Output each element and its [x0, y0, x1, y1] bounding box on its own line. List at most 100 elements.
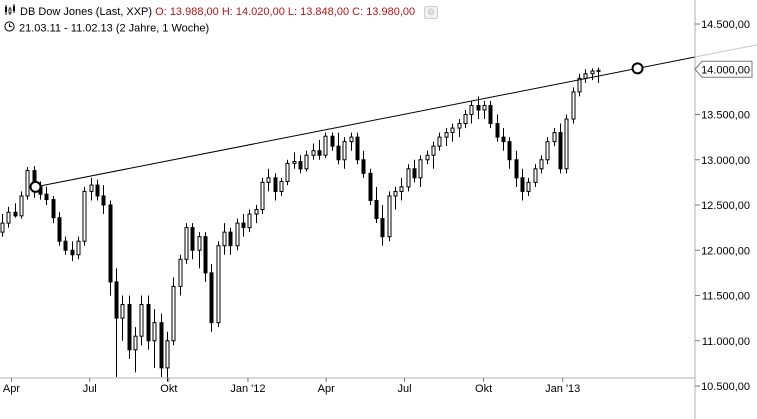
candle-up	[399, 186, 404, 192]
y-tick-label: 12.500,00	[701, 200, 750, 212]
candle-up	[590, 70, 595, 75]
chart-header: DB Dow Jones (Last, XXP) O: 13.988,00 H:…	[4, 4, 415, 20]
candle-down	[51, 199, 56, 219]
low-value: 13.848,00	[300, 5, 350, 18]
x-tick-label: Jan '13	[545, 383, 580, 395]
candle-up	[349, 136, 354, 143]
date-range: 21.03.11 - 11.02.13 (2 Jahre, 1 Woche)	[4, 21, 209, 36]
candle-down	[101, 195, 106, 206]
candle-down	[476, 104, 481, 111]
candle-down	[44, 193, 49, 201]
settings-square-icon[interactable]: ⚙	[424, 6, 438, 19]
current-price-box	[694, 60, 753, 78]
candle-up	[0, 222, 5, 233]
candle-down	[317, 150, 322, 156]
trendline-layer[interactable]	[29, 44, 757, 193]
candle-up	[235, 222, 240, 247]
candle-up	[571, 91, 576, 120]
candle-down	[57, 217, 62, 242]
candle-up	[539, 159, 544, 170]
candle-down	[368, 172, 373, 201]
candle-up	[425, 154, 430, 161]
candle-up	[482, 104, 487, 111]
candle-down	[298, 161, 303, 170]
y-tick-label: 12.000,00	[701, 245, 750, 257]
candle-up	[89, 184, 94, 192]
trendline-extension	[694, 44, 757, 58]
y-tick-label: 10.500,00	[701, 381, 750, 393]
candle-up	[437, 136, 442, 147]
candle-up	[222, 231, 227, 247]
candle-up	[533, 168, 538, 183]
candle-down	[203, 236, 208, 274]
y-tick-label: 14.500,00	[701, 19, 750, 31]
candle-up	[406, 168, 411, 188]
date-range-text: 21.03.11 - 11.02.13 (2 Jahre, 1 Woche)	[19, 22, 210, 35]
candle-down	[361, 159, 366, 174]
candle-up	[545, 141, 550, 161]
high-value: 14.020,00	[235, 5, 285, 18]
candle-up	[431, 145, 436, 156]
candle-down	[330, 135, 335, 147]
y-tick-label: 11.500,00	[702, 291, 750, 303]
x-tick-label: Jan '12	[230, 383, 265, 395]
candle-up	[25, 170, 30, 197]
candle-down	[558, 132, 563, 170]
candle-down	[596, 69, 601, 72]
candle-up	[444, 132, 449, 138]
candle-up	[184, 227, 189, 260]
candle-up	[418, 159, 423, 179]
candle-up	[285, 162, 290, 182]
open-label: O:	[155, 5, 167, 18]
trendline-anchor-start	[29, 180, 42, 193]
candle-up	[450, 127, 455, 134]
candle-down	[159, 322, 164, 369]
candle-up	[292, 161, 297, 164]
x-tick-label: Apr	[3, 383, 20, 395]
candlestick-icon[interactable]	[4, 4, 16, 20]
candle-down	[127, 304, 132, 351]
candle-down	[190, 227, 195, 251]
candle-up	[139, 304, 144, 337]
candle-down	[374, 199, 379, 220]
y-tick-label: 13.500,00	[701, 110, 750, 122]
candle-up	[133, 335, 138, 351]
candle-up	[387, 195, 392, 238]
candle-down	[495, 123, 500, 138]
candle-down	[228, 231, 233, 247]
x-axis: Apr Jul Okt Jan '12 Apr Jul Okt Jan '13	[0, 377, 695, 395]
x-tick-label: Okt	[160, 383, 177, 395]
candle-down	[514, 159, 519, 179]
candle-up	[171, 285, 176, 342]
candle-up	[178, 258, 183, 287]
candle-up	[583, 73, 588, 79]
candle-up	[120, 304, 125, 319]
x-tick-label: Jul	[397, 383, 411, 395]
candle-up	[463, 114, 468, 125]
candle-up	[311, 150, 316, 156]
y-tick-label: 11.000,00	[702, 336, 750, 348]
candle-up	[577, 77, 582, 93]
y-axis: 10.500,00 11.000,00 11.500,00 12.000,00 12.5…	[694, 0, 753, 419]
candle-up	[342, 141, 347, 161]
candle-up	[165, 340, 170, 369]
candle-up	[19, 195, 24, 217]
x-tick-label: Apr	[318, 383, 335, 395]
candle-down	[70, 249, 75, 256]
high-label: H:	[221, 5, 233, 18]
candle-up	[6, 211, 11, 224]
candle-down	[13, 211, 18, 217]
candle-up	[469, 104, 474, 115]
candle-down	[412, 168, 417, 179]
candle-up	[279, 180, 284, 192]
candle-up	[82, 190, 87, 242]
candle-down	[114, 281, 119, 319]
candle-up	[564, 118, 569, 170]
candle-up	[260, 181, 265, 211]
candle-up	[323, 135, 328, 156]
low-label: L:	[287, 5, 298, 18]
trendline-anchor-end	[631, 62, 644, 75]
candle-down	[488, 104, 493, 125]
candle-up	[152, 322, 157, 342]
